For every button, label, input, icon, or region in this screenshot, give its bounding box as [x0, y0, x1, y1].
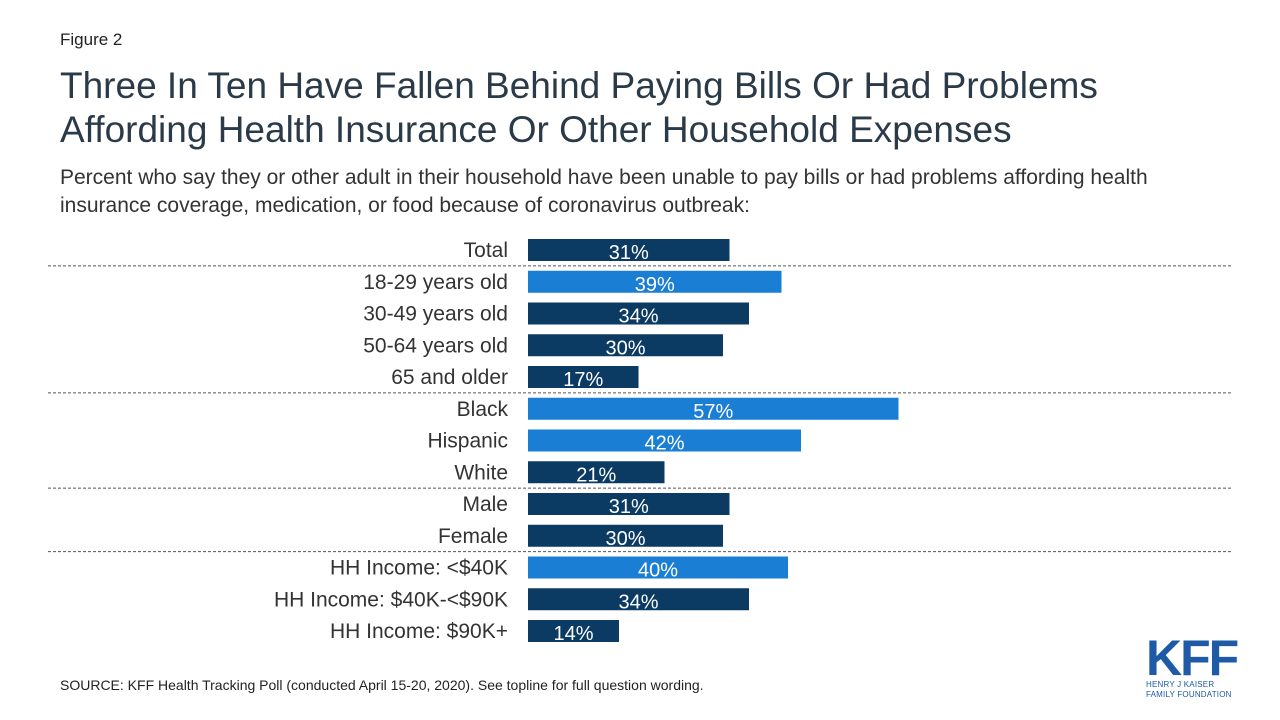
bar-hispanic [528, 429, 801, 452]
data-label-50-64-years-old: 30% [605, 337, 645, 359]
category-label-hispanic: Hispanic [427, 430, 508, 453]
source-note: SOURCE: KFF Health Tracking Poll (conduc… [60, 677, 704, 693]
bar-hh-income-90k [528, 620, 619, 642]
category-label-white: White [454, 461, 508, 484]
data-label-black: 57% [693, 401, 733, 423]
logo-text: KFF [1146, 630, 1239, 686]
bar-total [528, 239, 730, 261]
bar-chart: Total 31% 18-29 years old 39% 30-49 years ol… [48, 239, 1232, 645]
data-label-total: 31% [609, 242, 649, 264]
bar-50-64-years-old [528, 334, 723, 357]
chart-subtitle: Percent who say they or other adult in t… [60, 166, 1148, 217]
data-label-18-29-years-old: 39% [635, 274, 675, 296]
category-label-hh-income-40k-90k: HH Income: $40K-<$90K [274, 588, 508, 611]
data-label-65-and-older: 17% [563, 369, 603, 391]
kff-logo: KFF HENRY J KAISER FAMILY FOUNDATION [1146, 630, 1239, 700]
chart-title: Three In Ten Have Fallen Behind Paying B… [60, 65, 1098, 150]
bar-hh-income-40k-90k [528, 588, 749, 611]
data-label-hispanic: 42% [644, 433, 684, 455]
category-label-30-49-years-old: 30-49 years old [363, 303, 508, 326]
logo-subtext-line2: FAMILY FOUNDATION [1146, 690, 1232, 699]
category-label-hh-income-90k: HH Income: $90K+ [330, 620, 508, 643]
category-label-50-64-years-old: 50-64 years old [363, 334, 508, 357]
bar-female [528, 524, 723, 547]
bar-male [528, 493, 730, 515]
category-label-18-29-years-old: 18-29 years old [363, 271, 508, 294]
bar-hh-income-40k [528, 556, 788, 579]
logo-subtext-line1: HENRY J KAISER [1146, 680, 1215, 689]
bar-18-29-years-old [528, 270, 782, 293]
category-label-male: Male [462, 493, 508, 516]
data-label-30-49-years-old: 34% [618, 306, 658, 328]
bar-30-49-years-old [528, 302, 749, 325]
data-label-hh-income-40k-90k: 34% [618, 591, 658, 613]
data-label-female: 30% [605, 528, 645, 550]
data-label-hh-income-40k: 40% [638, 560, 678, 582]
bar-black [528, 397, 899, 420]
data-label-white: 21% [576, 464, 616, 486]
bar-white [528, 461, 665, 484]
data-label-hh-income-90k: 14% [553, 623, 593, 645]
category-label-black: Black [457, 398, 509, 421]
category-label-female: Female [438, 525, 508, 548]
bar-65-and-older [528, 366, 639, 388]
category-label-total: Total [464, 239, 508, 262]
category-label-hh-income-40k: HH Income: <$40K [330, 557, 508, 580]
data-label-male: 31% [609, 496, 649, 518]
category-label-65-and-older: 65 and older [391, 366, 508, 389]
figure-label: Figure 2 [60, 30, 123, 49]
